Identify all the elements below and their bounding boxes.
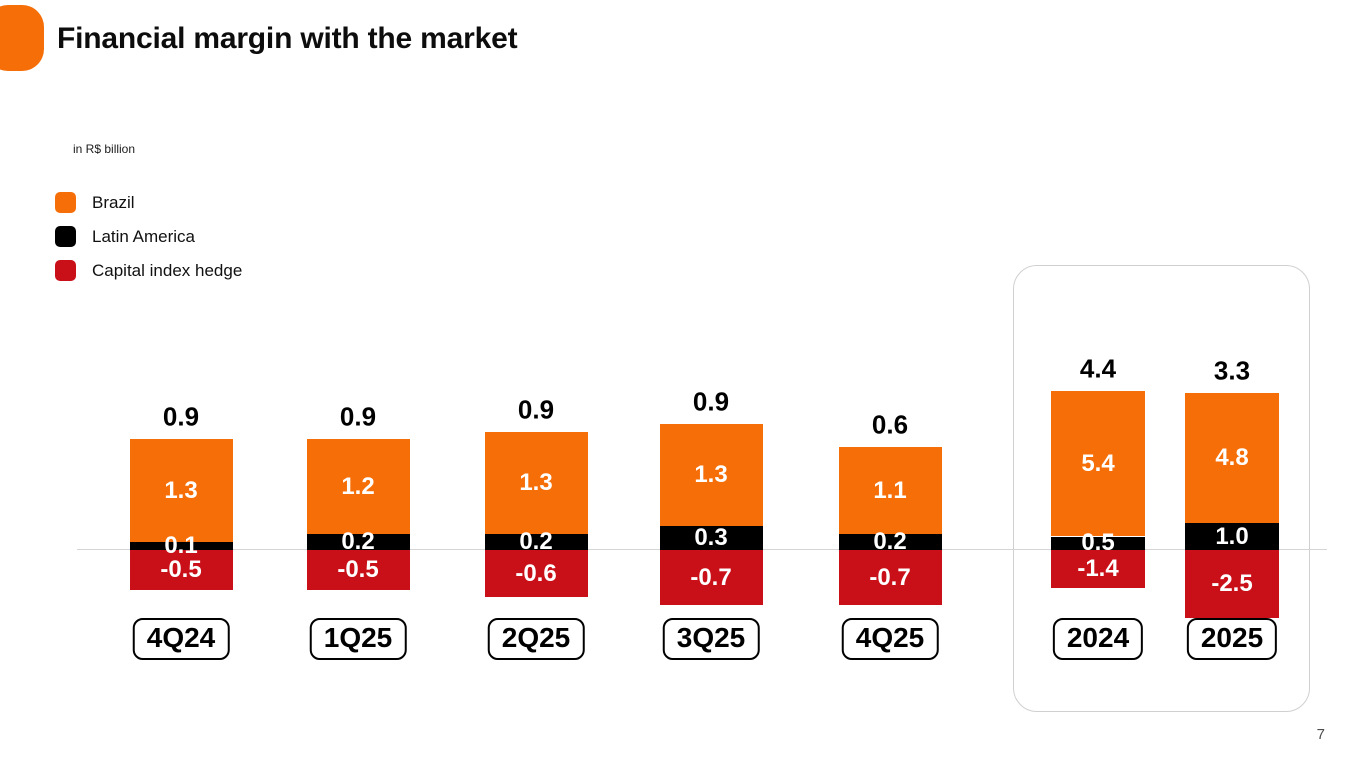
bar-4Q24-hedge-segment (129, 550, 233, 590)
value-label-1Q25-brazil: 1.2 (341, 472, 375, 500)
value-label-1Q25-latam: 0.2 (341, 528, 375, 556)
brand-logo-icon (0, 5, 44, 71)
value-label-4Q24-brazil: 1.3 (164, 476, 198, 504)
value-label-3Q25-hedge: -0.7 (690, 563, 732, 591)
value-label-1Q25-hedge: -0.5 (337, 555, 379, 583)
bar-2025-brazil-segment (1185, 393, 1279, 523)
bar-2024-brazil-segment (1051, 390, 1145, 537)
bar-4Q25-brazil-segment (838, 447, 942, 535)
bar-1Q25-brazil-segment (306, 439, 410, 535)
legend-item-latin-america: Latin America (55, 226, 242, 247)
bar-4Q24-latam-segment (129, 542, 233, 550)
bar-4Q25-hedge-segment (838, 550, 942, 606)
total-label-3Q25: 0.9 (692, 386, 730, 417)
legend-label: Latin America (92, 226, 195, 246)
category-label-1Q25: 1Q25 (309, 618, 407, 660)
value-label-2Q25-latam: 0.2 (519, 528, 553, 556)
value-label-4Q25-latam: 0.2 (873, 528, 907, 556)
value-label-4Q24-latam: 0.1 (164, 532, 198, 560)
category-label-2Q25: 2Q25 (487, 618, 585, 660)
total-label-4Q25: 0.6 (871, 409, 909, 440)
total-label-4Q24: 0.9 (162, 401, 200, 432)
legend-item-capital-index-hedge: Capital index hedge (55, 260, 242, 281)
legend-item-brazil: Brazil (55, 192, 242, 213)
value-label-3Q25-latam: 0.3 (694, 524, 728, 552)
red-swatch-icon (55, 260, 76, 281)
value-label-2025-hedge: -2.5 (1211, 569, 1253, 597)
value-label-3Q25-brazil: 1.3 (694, 460, 728, 488)
bar-3Q25-brazil-segment (659, 423, 763, 527)
bar-3Q25-latam-segment (659, 526, 763, 550)
bar-3Q25-hedge-segment (659, 550, 763, 606)
value-label-2Q25-brazil: 1.3 (519, 468, 553, 496)
total-label-1Q25: 0.9 (339, 401, 377, 432)
unit-note: in R$ billion (73, 142, 136, 156)
value-label-2Q25-hedge: -0.6 (515, 559, 557, 587)
bar-2Q25-hedge-segment (484, 550, 588, 598)
bar-2025-hedge-segment (1185, 550, 1279, 618)
legend-label: Brazil (92, 192, 135, 212)
orange-swatch-icon (55, 192, 76, 213)
category-label-3Q25: 3Q25 (662, 618, 760, 660)
annual-highlight-box (1013, 265, 1310, 712)
chart-legend: Brazil Latin America Capital index hedge (55, 192, 242, 281)
value-label-2024-latam: 0.5 (1081, 529, 1115, 557)
bar-2024-latam-segment (1051, 536, 1145, 550)
legend-label: Capital index hedge (92, 260, 243, 280)
category-label-4Q24: 4Q24 (132, 618, 230, 660)
page-title: Financial margin with the market (57, 22, 518, 55)
bar-2024-hedge-segment (1051, 550, 1145, 588)
value-label-2024-brazil: 5.4 (1081, 449, 1115, 477)
category-label-2024: 2024 (1052, 618, 1144, 660)
category-label-2025: 2025 (1186, 618, 1278, 660)
black-swatch-icon (55, 226, 76, 247)
bar-2025-latam-segment (1185, 523, 1279, 550)
bar-2Q25-brazil-segment (484, 431, 588, 535)
bar-4Q24-brazil-segment (129, 439, 233, 543)
total-label-2Q25: 0.9 (517, 394, 555, 424)
bar-2Q25-latam-segment (484, 534, 588, 550)
category-label-4Q25: 4Q25 (841, 618, 939, 660)
value-label-2025-latam: 1.0 (1215, 522, 1249, 550)
bar-1Q25-latam-segment (306, 534, 410, 550)
total-label-2024: 4.4 (1079, 353, 1117, 384)
value-label-4Q25-hedge: -0.7 (869, 563, 911, 591)
value-label-4Q25-brazil: 1.1 (873, 476, 907, 504)
bar-1Q25-hedge-segment (306, 550, 410, 590)
total-label-2025: 3.3 (1213, 355, 1251, 386)
bar-4Q25-latam-segment (838, 534, 942, 550)
value-label-4Q24-hedge: -0.5 (160, 555, 202, 583)
page-number: 7 (1316, 726, 1325, 743)
value-label-2024-hedge: -1.4 (1077, 554, 1119, 582)
value-label-2025-brazil: 4.8 (1215, 444, 1249, 472)
